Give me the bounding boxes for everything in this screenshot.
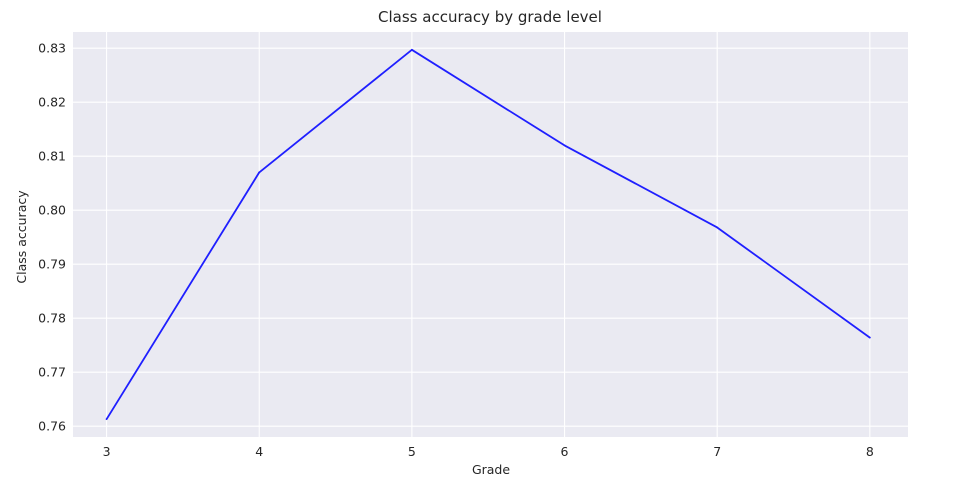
y-axis-label: Class accuracy — [14, 190, 29, 284]
y-tick-label: 0.77 — [38, 365, 66, 380]
y-tick-label: 0.79 — [38, 257, 66, 272]
plot-area — [73, 32, 908, 437]
data-point — [868, 336, 871, 339]
y-tick-label: 0.76 — [38, 419, 66, 434]
y-tick-label: 0.81 — [38, 149, 66, 164]
data-point — [105, 418, 108, 421]
x-tick-label: 7 — [713, 444, 721, 459]
y-tick-label: 0.83 — [38, 41, 66, 56]
data-point — [410, 48, 413, 51]
series-line — [105, 48, 871, 420]
y-axis-ticks: 0.76 0.77 0.78 0.79 0.80 0.81 0.82 0.83 — [38, 41, 66, 434]
x-tick-label: 4 — [255, 444, 263, 459]
x-axis-label: Grade — [472, 462, 510, 477]
data-point — [716, 226, 719, 229]
x-tick-label: 5 — [408, 444, 416, 459]
y-tick-label: 0.82 — [38, 95, 66, 110]
chart-title: Class accuracy by grade level — [378, 8, 602, 26]
x-tick-label: 6 — [561, 444, 569, 459]
data-point — [258, 171, 261, 174]
y-tick-label: 0.80 — [38, 203, 66, 218]
data-point — [563, 144, 566, 147]
y-tick-label: 0.78 — [38, 311, 66, 326]
x-axis-ticks: 3 4 5 6 7 8 — [103, 444, 874, 459]
series-layer — [105, 48, 871, 421]
x-tick-label: 3 — [103, 444, 111, 459]
x-tick-label: 8 — [866, 444, 874, 459]
